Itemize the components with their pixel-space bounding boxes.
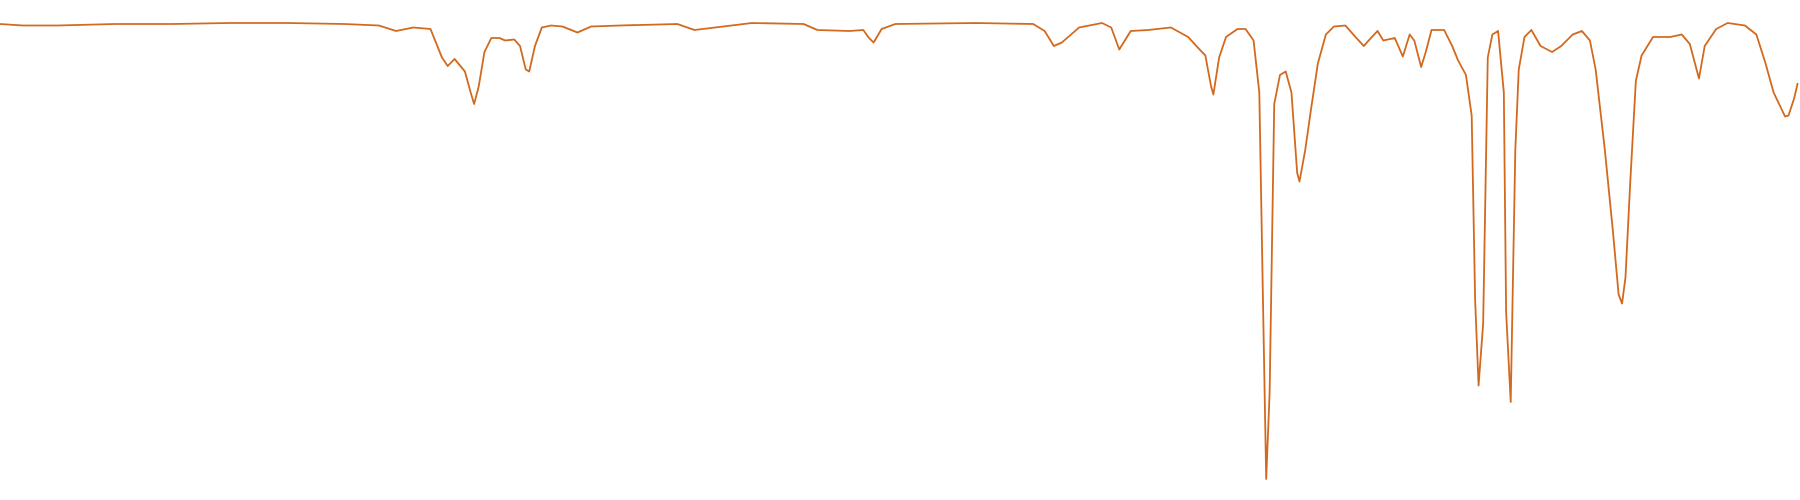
data-line <box>0 22 1799 480</box>
